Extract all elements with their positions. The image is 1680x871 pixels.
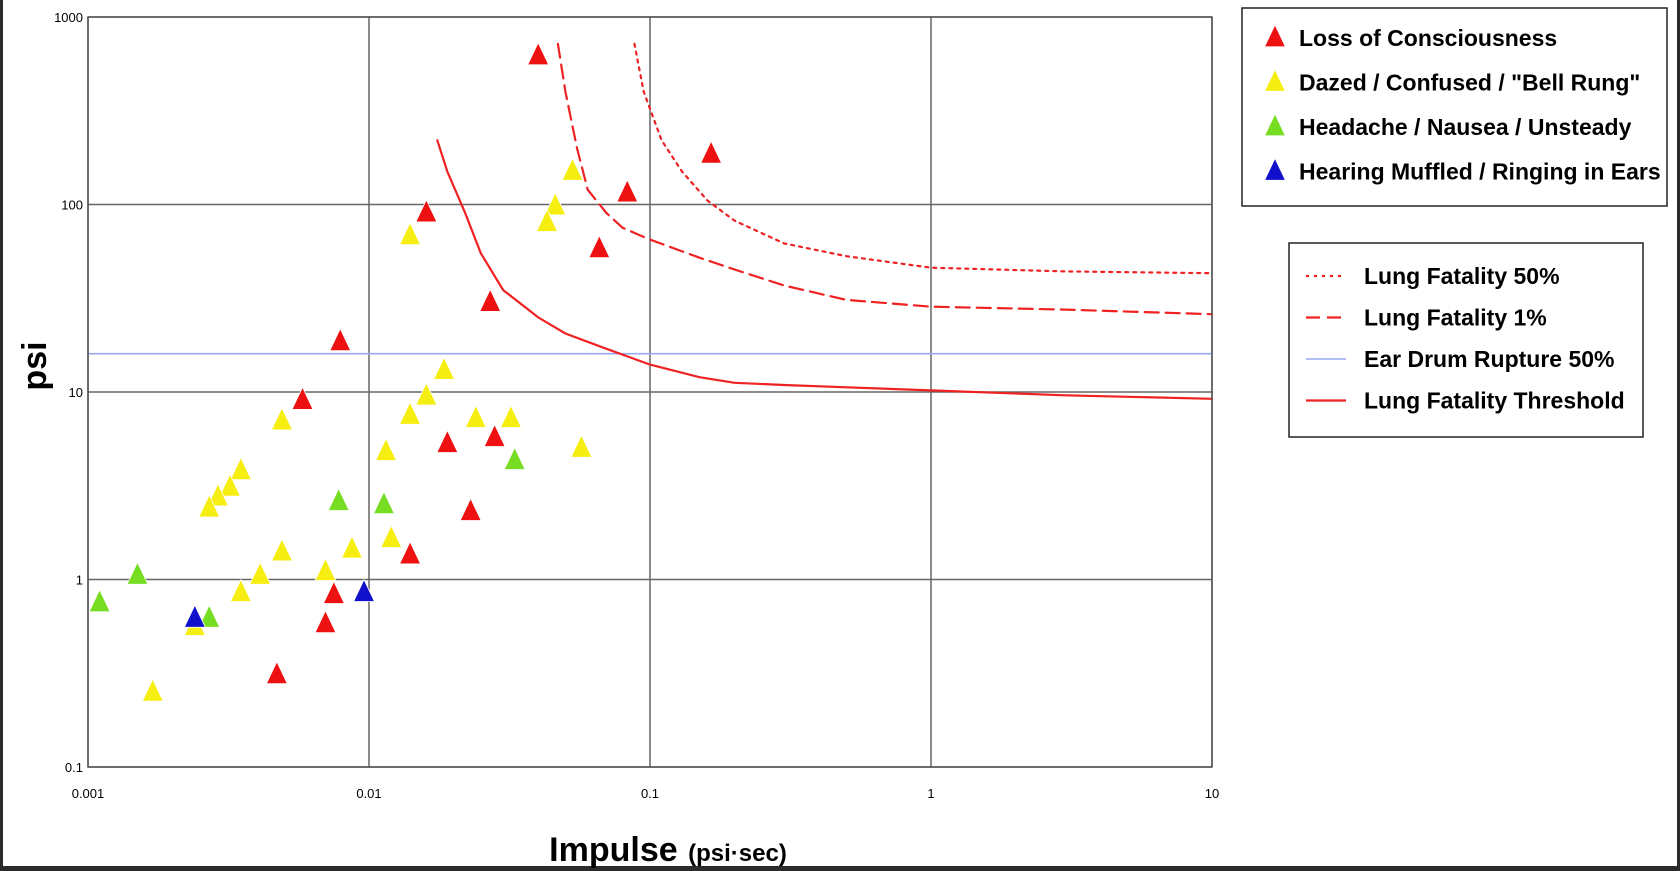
legend-label: Headache / Nausea / Unsteady xyxy=(1299,114,1632,140)
x-tick-label: 1 xyxy=(927,786,934,801)
plot-area-border xyxy=(87,16,1213,768)
x-axis-label: Impulse xyxy=(549,831,677,869)
point-dazed-confused-bell-rung xyxy=(229,456,252,480)
point-loss-of-consciousness xyxy=(436,429,459,453)
point-loss-of-consciousness xyxy=(700,140,723,164)
point-headache-nausea-unsteady xyxy=(372,490,395,515)
bottom-edge-border xyxy=(0,866,1680,871)
point-loss-of-consciousness xyxy=(329,327,352,352)
y-tick-label: 1 xyxy=(76,573,83,588)
point-dazed-confused-bell-rung xyxy=(218,473,242,497)
legend-label: Loss of Consciousness xyxy=(1299,25,1557,51)
x-tick-label: 10 xyxy=(1205,786,1219,801)
point-headache-nausea-unsteady xyxy=(503,446,526,470)
axis-tick-labels: 0.001 0.01 0.1 1 10 0.1 1 10 100 1000 xyxy=(54,10,1219,801)
point-headache-nausea-unsteady xyxy=(126,561,149,585)
point-dazed-confused-bell-rung xyxy=(398,401,422,425)
legend-markers: Loss of Consciousness Dazed / Confused / … xyxy=(1241,7,1668,207)
curve-lung-fatality-1- xyxy=(556,42,1214,316)
point-dazed-confused-bell-rung xyxy=(198,494,221,518)
grid-lines xyxy=(87,16,1213,768)
point-headache-nausea-unsteady xyxy=(327,487,350,511)
curve-lung-fatality-50- xyxy=(633,42,1214,275)
point-loss-of-consciousness xyxy=(616,178,639,203)
point-dazed-confused-bell-rung xyxy=(141,678,164,702)
point-dazed-confused-bell-rung xyxy=(340,535,364,559)
point-loss-of-consciousness xyxy=(479,288,502,312)
point-dazed-confused-bell-rung xyxy=(270,537,294,562)
x-axis-unit: (psi·sec) xyxy=(688,840,787,867)
legend-markers-box xyxy=(1241,7,1668,207)
point-dazed-confused-bell-rung xyxy=(432,356,456,380)
point-hearing-muffled-ringing-in-ears xyxy=(352,578,376,602)
injury-data-points xyxy=(88,41,723,702)
point-loss-of-consciousness xyxy=(415,198,438,223)
legend-label: Lung Fatality 1% xyxy=(1364,305,1547,331)
right-edge-border xyxy=(1677,0,1680,871)
x-tick-label: 0.001 xyxy=(72,786,105,801)
point-headache-nausea-unsteady xyxy=(88,588,111,613)
legend-label: Hearing Muffled / Ringing in Ears xyxy=(1299,159,1661,185)
point-hearing-muffled-ringing-in-ears xyxy=(183,604,206,628)
point-headache-nausea-unsteady xyxy=(198,604,221,628)
point-dazed-confused-bell-rung xyxy=(415,382,438,406)
curve-lung-fatality-threshold xyxy=(436,139,1214,400)
y-tick-label: 100 xyxy=(61,198,83,213)
point-loss-of-consciousness xyxy=(314,609,337,634)
y-tick-label: 0.1 xyxy=(65,760,83,775)
point-dazed-confused-bell-rung xyxy=(535,208,559,232)
legend-lines: Lung Fatality 50% Lung Fatality 1% Ear Dru… xyxy=(1288,242,1644,438)
point-loss-of-consciousness xyxy=(588,234,611,259)
point-dazed-confused-bell-rung xyxy=(561,157,584,181)
point-loss-of-consciousness xyxy=(265,660,288,685)
legend-label: Lung Fatality 50% xyxy=(1364,263,1560,289)
legend-marker-triangle xyxy=(1263,68,1287,92)
point-dazed-confused-bell-rung xyxy=(380,524,403,548)
legend-marker-triangle xyxy=(1263,112,1287,137)
x-tick-label: 0.01 xyxy=(356,786,381,801)
x-axis-label-group: Impulse (psi·sec) xyxy=(549,831,787,869)
legend-marker-triangle xyxy=(1263,23,1287,48)
legend-label: Ear Drum Rupture 50% xyxy=(1364,346,1615,372)
point-loss-of-consciousness xyxy=(322,580,345,604)
y-axis-label: psi xyxy=(16,341,54,390)
legend-lines-box xyxy=(1288,242,1644,438)
point-dazed-confused-bell-rung xyxy=(314,557,337,581)
legend-label: Lung Fatality Threshold xyxy=(1364,388,1625,414)
point-dazed-confused-bell-rung xyxy=(374,437,398,461)
y-tick-label: 1000 xyxy=(54,10,83,25)
point-loss-of-consciousness xyxy=(398,540,422,565)
point-loss-of-consciousness xyxy=(291,386,314,410)
point-dazed-confused-bell-rung xyxy=(499,404,523,428)
point-dazed-confused-bell-rung xyxy=(270,406,294,431)
point-dazed-confused-bell-rung xyxy=(570,434,593,458)
point-loss-of-consciousness xyxy=(459,497,482,521)
point-loss-of-consciousness xyxy=(527,41,550,66)
point-dazed-confused-bell-rung xyxy=(249,561,272,585)
point-dazed-confused-bell-rung xyxy=(398,221,422,246)
left-edge-border xyxy=(0,0,3,871)
x-tick-label: 0.1 xyxy=(641,786,659,801)
point-dazed-confused-bell-rung xyxy=(544,192,567,216)
threshold-curves xyxy=(87,42,1214,400)
point-dazed-confused-bell-rung xyxy=(229,578,252,602)
y-tick-label: 10 xyxy=(69,385,83,400)
point-loss-of-consciousness xyxy=(483,423,506,447)
point-dazed-confused-bell-rung xyxy=(206,482,230,507)
legend-marker-triangle xyxy=(1263,157,1287,181)
point-dazed-confused-bell-rung xyxy=(464,404,487,428)
legend-label: Dazed / Confused / "Bell Rung" xyxy=(1299,70,1640,96)
